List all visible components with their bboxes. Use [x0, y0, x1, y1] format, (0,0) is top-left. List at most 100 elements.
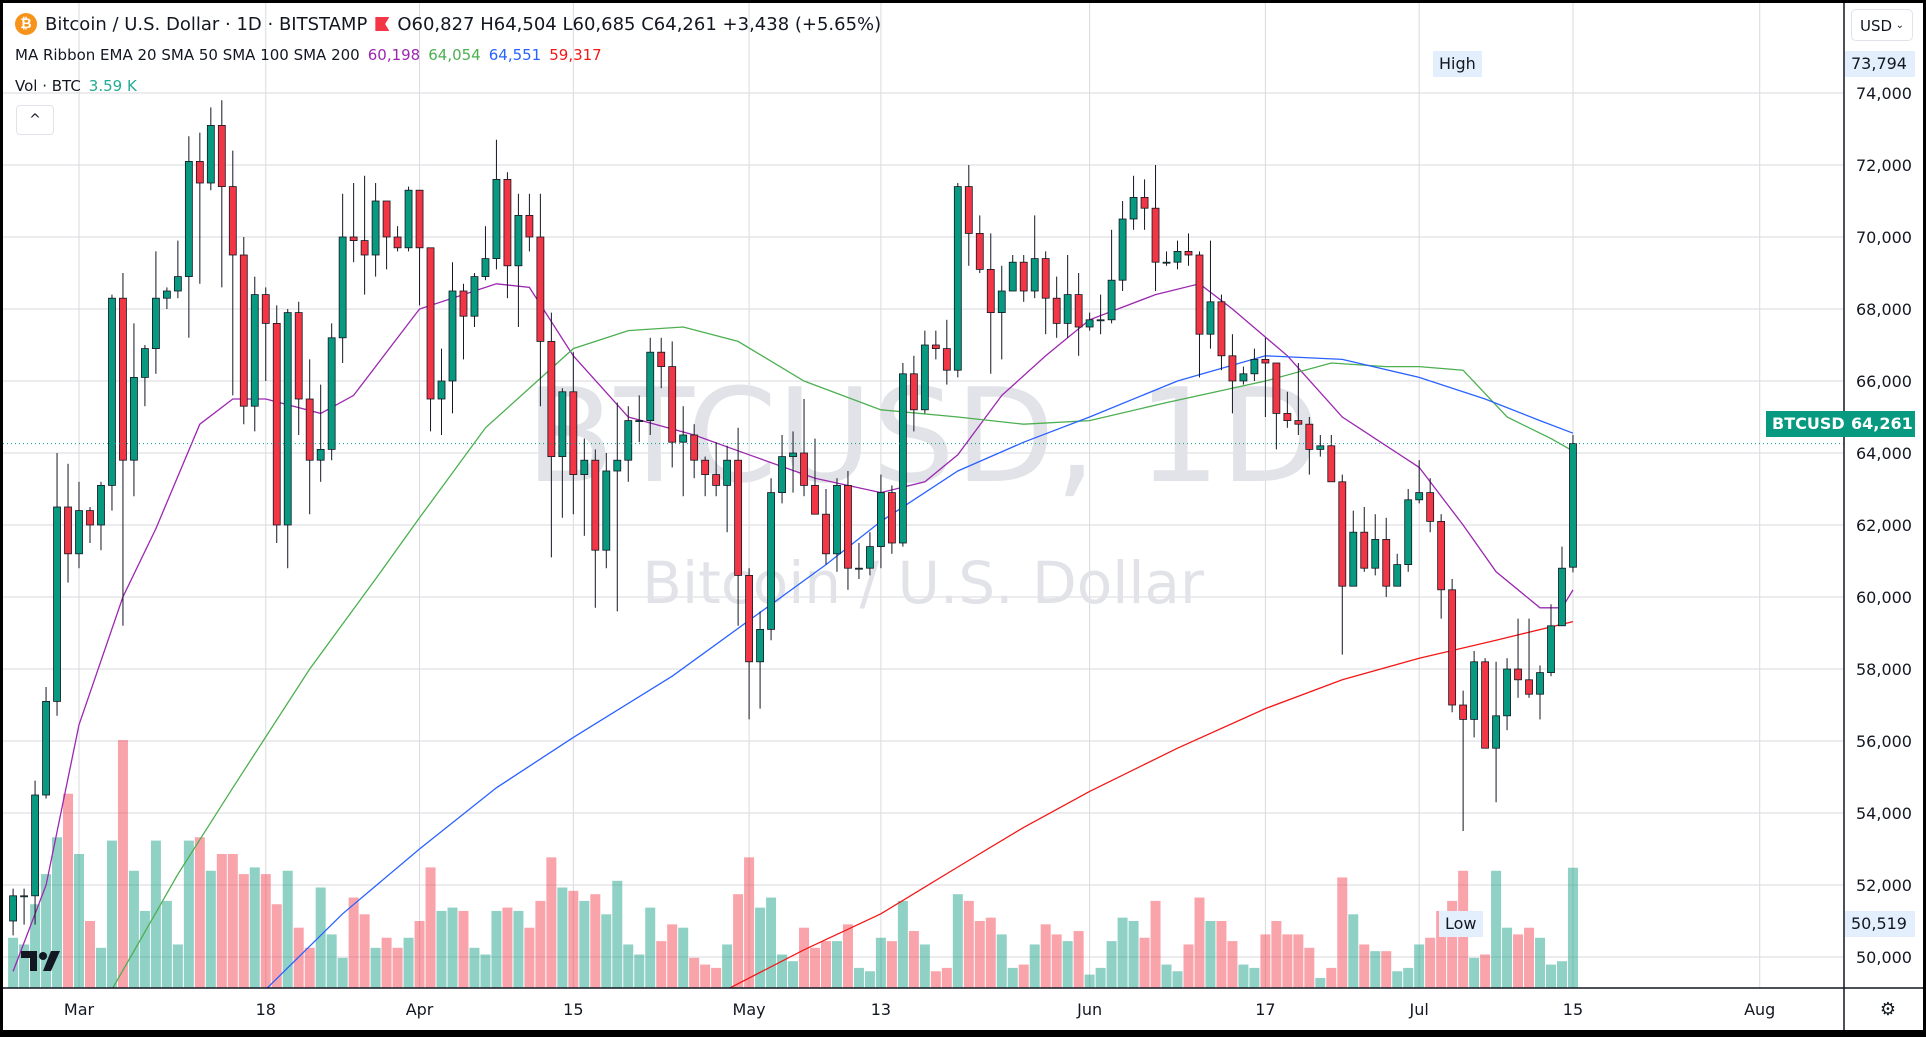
- ma-ribbon-label[interactable]: MA Ribbon EMA 20 SMA 50 SMA 100 SMA 200: [15, 46, 360, 64]
- candle-body: [536, 236, 545, 342]
- volume-bar: [1205, 921, 1216, 988]
- volume-bar: [1524, 927, 1535, 988]
- volume-bar: [84, 921, 95, 988]
- candle-body: [382, 200, 391, 238]
- volume-bar: [205, 870, 216, 988]
- candle-body: [217, 125, 226, 188]
- candle-body: [767, 492, 775, 630]
- watermark-subtitle: Bitcoin / U.S. Dollar: [642, 549, 1204, 617]
- volume-bar: [667, 924, 678, 988]
- symbol-title[interactable]: Bitcoin / U.S. Dollar · 1D · BITSTAMP: [45, 13, 368, 35]
- candle-body: [305, 398, 314, 461]
- volume-bar: [1249, 967, 1260, 988]
- candle-body: [327, 337, 336, 450]
- volume-bar: [1282, 934, 1293, 988]
- volume-bar: [1546, 964, 1556, 988]
- volume-bar: [1480, 954, 1491, 988]
- volume-bar: [359, 914, 370, 988]
- high-tag-label: High: [1433, 51, 1482, 77]
- volume-bar: [963, 900, 974, 988]
- candle-body: [184, 160, 193, 277]
- candle-body: [547, 340, 556, 457]
- volume-bar: [820, 941, 831, 988]
- volume-bar: [216, 854, 227, 988]
- settings-gear-icon[interactable]: ⚙: [1879, 999, 1897, 1020]
- volume-bar: [139, 910, 150, 988]
- candle-body: [866, 546, 874, 569]
- candle-body: [1030, 258, 1039, 292]
- candle-body: [195, 160, 204, 184]
- volume-bar: [480, 954, 491, 988]
- time-tick-label: 15: [1563, 1000, 1583, 1019]
- candle-body: [42, 701, 50, 796]
- volume-bar: [348, 897, 359, 988]
- volume-bar: [985, 917, 996, 988]
- candle-body: [64, 506, 72, 555]
- time-tick-label: May: [733, 1000, 766, 1019]
- candle-body: [668, 366, 677, 443]
- candle-body: [1206, 301, 1215, 335]
- candle-body: [1283, 412, 1292, 421]
- currency-dropdown[interactable]: USD ⌄: [1851, 9, 1913, 41]
- tradingview-logo-icon[interactable]: [21, 949, 63, 973]
- volume-bar: [403, 937, 414, 988]
- candle-body: [1041, 258, 1050, 299]
- price-tick-label: 60,000: [1856, 588, 1912, 607]
- candle-body: [734, 459, 743, 576]
- volume-bar: [612, 880, 623, 988]
- ohlc-values: O60,827 H64,504 L60,685 C64,261 +3,438 (…: [397, 14, 881, 35]
- close-value: C64,261: [641, 13, 717, 35]
- volume-bar: [1161, 964, 1172, 988]
- candle-body: [712, 474, 721, 486]
- candle-body: [986, 268, 995, 313]
- volume-bar: [1304, 947, 1315, 988]
- candle-body: [1514, 668, 1522, 681]
- volume-bar: [1348, 914, 1359, 988]
- volume-bar: [1414, 944, 1425, 988]
- volume-bar: [1040, 924, 1051, 988]
- candle-body: [1063, 294, 1072, 324]
- volume-bar: [897, 900, 908, 988]
- candle-body: [942, 348, 951, 371]
- volume-bar: [1315, 977, 1326, 988]
- volume-bar: [1436, 910, 1447, 988]
- candle-body: [1558, 567, 1566, 627]
- volume-legend: Vol · BTC 3.59 K: [15, 77, 137, 95]
- candle-body: [844, 484, 852, 569]
- candle-body: [261, 294, 270, 324]
- candle-body: [1459, 704, 1468, 720]
- volume-label[interactable]: Vol · BTC: [15, 77, 81, 95]
- volume-bar: [1183, 944, 1194, 988]
- ma-line-sma50: [112, 326, 1574, 988]
- volume-bar: [128, 870, 139, 988]
- volume-bar: [425, 867, 436, 988]
- collapse-legend-button[interactable]: ^: [16, 105, 54, 135]
- volume-bar: [678, 927, 689, 988]
- price-tick-label: 68,000: [1856, 300, 1912, 319]
- volume-bar: [1425, 937, 1436, 988]
- price-tick-label: 54,000: [1856, 804, 1912, 823]
- volume-bar: [1194, 897, 1205, 988]
- candle-body: [833, 484, 841, 555]
- volume-bar: [601, 914, 612, 988]
- candle-body: [1338, 481, 1347, 587]
- volume-bar: [150, 840, 161, 988]
- candle-body: [481, 258, 490, 278]
- volume-bar: [1392, 971, 1403, 988]
- candle-body: [393, 236, 402, 249]
- ma-line-sma200: [728, 620, 1574, 988]
- candle-body: [1239, 373, 1248, 382]
- volume-bar: [1491, 870, 1502, 988]
- volume-bar: [1172, 971, 1183, 988]
- candle-body: [1481, 661, 1489, 749]
- volume-bar: [238, 874, 249, 988]
- price-chart[interactable]: 50,000 52,000 54,000 56,000 58,000 60,000 62,0…: [3, 3, 1923, 1030]
- candle-body: [723, 459, 732, 486]
- volume-bar: [1502, 927, 1513, 988]
- candle-body: [250, 294, 259, 407]
- flag-icon[interactable]: [375, 17, 390, 31]
- volume-bar: [788, 961, 799, 988]
- high-value: H64,504: [480, 13, 557, 35]
- volume-bar: [886, 941, 897, 988]
- volume-bar: [1139, 937, 1150, 988]
